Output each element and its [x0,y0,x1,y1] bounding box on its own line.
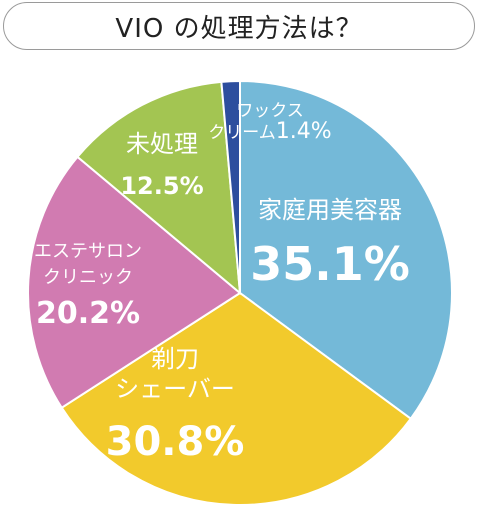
slice-value-1: 35.1% [250,237,410,291]
pie-slice-2 [60,291,413,506]
slice-label-4-line-1: 未処理 [126,130,198,158]
slice-label-1-line-1: 家庭用美容器 [258,196,402,224]
slice-value-5: 1.4% [276,119,332,144]
slice-label-2-line-2: シェーバー [115,375,235,403]
slice-label-3-line-2: クリニック [43,267,133,288]
slice-value-2: 30.8% [106,419,245,465]
slice-label-3-line-1: エステサロン [34,241,142,262]
slice-label-2-line-1: 剃刀 [151,345,199,373]
slice-label-5-line-2: クリーム1.4% [208,119,331,144]
pie-slice-3 [27,155,242,410]
pie-slice-1 [239,79,453,421]
slice-label-5-line-1: ワックス [236,101,304,121]
chart-title: VIO の処理方法は？ [115,13,363,44]
chart-title-box: VIO の処理方法は？ [3,2,475,50]
pie-slice-5 [220,79,241,294]
slice-value-4: 12.5% [120,172,203,200]
pie-slice-4 [76,80,242,296]
slice-value-3: 20.2% [36,296,140,331]
